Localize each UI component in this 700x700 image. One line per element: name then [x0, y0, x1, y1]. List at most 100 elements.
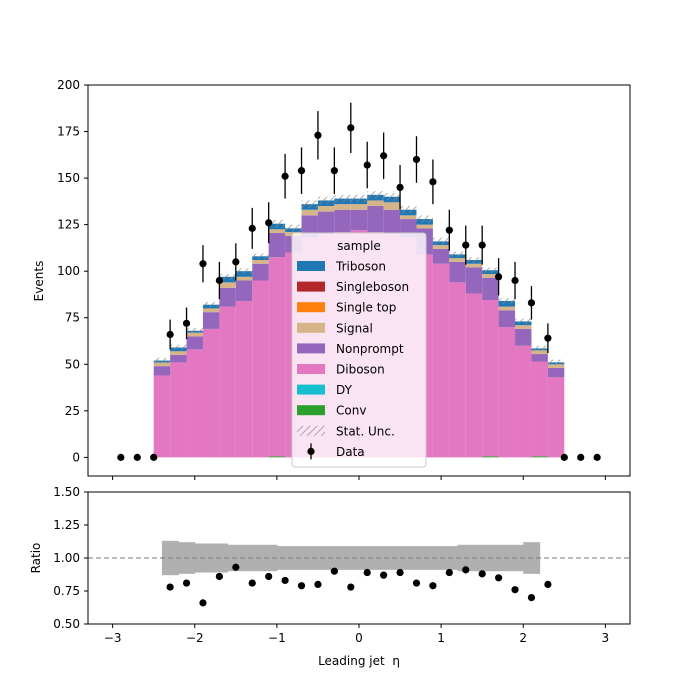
bar-nonprompt [515, 328, 532, 346]
legend-swatch-singleboson [297, 281, 325, 292]
uncertainty-hatch [449, 251, 466, 258]
uncertainty-hatch [350, 194, 368, 203]
ratio-point [281, 576, 289, 585]
bar-signal [252, 260, 269, 264]
ratio-point [396, 568, 404, 577]
bar-signal [547, 364, 565, 369]
ratio-band-segment [293, 546, 311, 570]
ratio-point [232, 563, 240, 571]
bar-diboson [235, 300, 253, 458]
bar-diboson [432, 263, 450, 458]
ratio-point [478, 570, 486, 578]
x-tick-label: 2 [519, 631, 527, 645]
uncertainty-hatch [367, 191, 384, 199]
bar-diboson [268, 257, 286, 457]
legend-label-single-top: Single top [336, 301, 396, 315]
bar-signal [515, 325, 532, 329]
bar-diboson [498, 327, 516, 458]
data-point [150, 453, 158, 461]
data-point [182, 319, 191, 327]
x-tick-label: 3 [602, 631, 610, 645]
bar-signal [531, 350, 548, 355]
data-point [330, 167, 338, 175]
bar-signal [498, 306, 516, 311]
bar-nonprompt [482, 277, 499, 301]
x-tick-label: −2 [186, 631, 204, 645]
ratio-point [166, 583, 174, 591]
bar-nonprompt [219, 287, 236, 307]
ratio-band-segment [342, 546, 360, 570]
ratio-point [429, 582, 437, 590]
legend-label-conv: Conv [336, 404, 366, 418]
bar-nonprompt [383, 209, 401, 234]
legend-label-nonprompt: Nonprompt [336, 342, 404, 356]
bar-nonprompt [170, 354, 187, 363]
bar-nonprompt [350, 209, 368, 231]
ratio-y-tick-label: 0.75 [53, 584, 80, 598]
uncertainty-hatch [432, 237, 450, 246]
uncertainty-hatch [498, 298, 516, 304]
legend-swatch-signal [297, 322, 325, 333]
uncertainty-hatch [235, 268, 253, 274]
ratio-point [314, 580, 322, 589]
ratio-point [544, 580, 552, 589]
bar-nonprompt [235, 280, 253, 301]
data-points [117, 102, 601, 461]
data-point [265, 219, 273, 227]
stat-uncertainty-band [153, 191, 565, 366]
legend-label-signal: Signal [336, 321, 373, 335]
bar-nonprompt [317, 211, 335, 234]
ratio-points [166, 563, 552, 607]
bar-diboson [153, 375, 171, 458]
bar-nonprompt [202, 312, 220, 329]
bar-nonprompt [367, 206, 384, 233]
main-axes: 0 25 50 75 100 125 150 175 200 [57, 78, 631, 480]
bar-signal [235, 276, 253, 281]
ratio-point [462, 566, 470, 574]
bar-signal [219, 282, 236, 288]
y-tick-label: 50 [65, 357, 80, 371]
ratio-point [248, 579, 256, 587]
bar-nonprompt [465, 267, 483, 294]
data-point [166, 330, 174, 339]
data-point [133, 453, 141, 461]
bar-signal [465, 263, 483, 268]
x-tick-label: −1 [268, 631, 286, 645]
bar-diboson [515, 345, 532, 458]
bar-diboson [482, 300, 499, 457]
data-point [232, 258, 240, 266]
bar-signal [383, 202, 401, 210]
ratio-band-segment [309, 546, 327, 570]
ratio-point [347, 583, 355, 591]
uncertainty-hatch [383, 192, 401, 201]
y-tick-label: 100 [57, 264, 80, 278]
data-point [593, 453, 601, 461]
uncertainty-hatch [301, 200, 318, 208]
bar-signal [482, 273, 499, 278]
bar-signal [186, 332, 203, 337]
bar-nonprompt [153, 366, 171, 376]
bar-signal [432, 245, 450, 249]
y-tick-label: 125 [57, 218, 80, 232]
ratio-y-tick-label: 1.00 [53, 551, 80, 565]
data-point [248, 224, 256, 232]
bar-diboson [531, 361, 548, 457]
uncertainty-hatch [186, 327, 203, 334]
bar-diboson [219, 306, 236, 458]
data-point [577, 453, 585, 461]
bar-nonprompt [498, 310, 516, 328]
x-tick-label: −3 [104, 631, 122, 645]
data-point [478, 241, 486, 249]
bar-nonprompt [449, 261, 466, 283]
uncertainty-hatch [334, 194, 351, 203]
data-point [314, 131, 322, 139]
ratio-band-segment [276, 546, 294, 570]
uncertainty-hatch [153, 357, 171, 364]
ratio-y-tick-label: 1.25 [53, 518, 80, 532]
ratio-point [527, 594, 536, 602]
ratio-y-tick-label: 0.50 [53, 617, 80, 631]
ratio-panel: 0.50 0.75 1.00 1.25 1.50 −3 −2 −1 0 1 2 3 Ratio Lea… [29, 485, 631, 668]
bar-signal [153, 362, 171, 367]
bar-signal [334, 204, 351, 210]
